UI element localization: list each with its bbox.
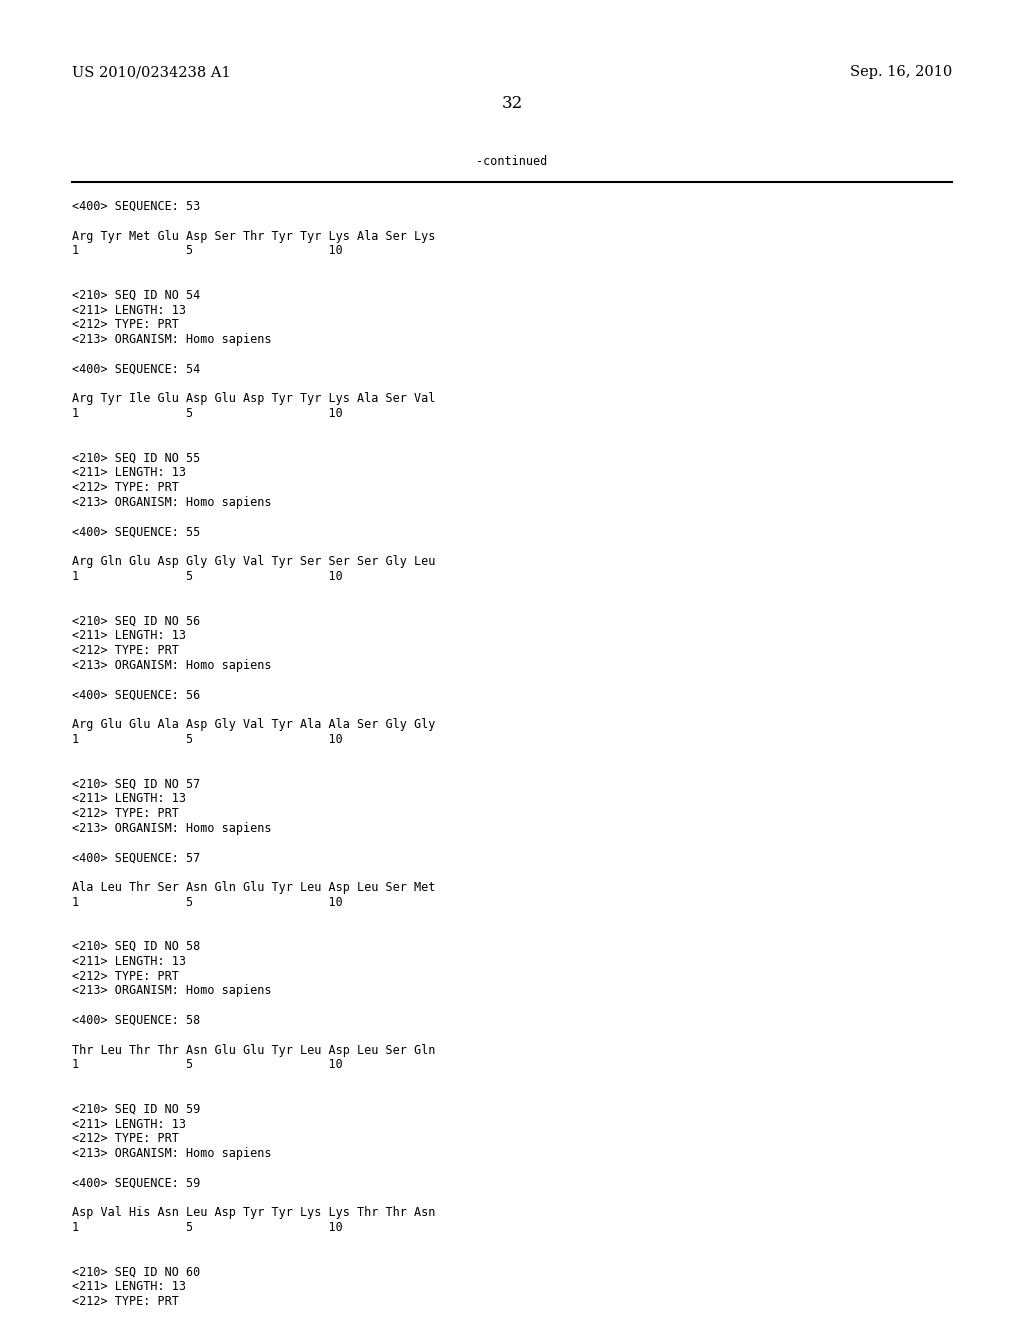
Text: <211> LENGTH: 13: <211> LENGTH: 13: [72, 954, 186, 968]
Text: Sep. 16, 2010: Sep. 16, 2010: [850, 65, 952, 79]
Text: <213> ORGANISM: Homo sapiens: <213> ORGANISM: Homo sapiens: [72, 1147, 271, 1160]
Text: <210> SEQ ID NO 59: <210> SEQ ID NO 59: [72, 1102, 201, 1115]
Text: <210> SEQ ID NO 56: <210> SEQ ID NO 56: [72, 614, 201, 627]
Text: <211> LENGTH: 13: <211> LENGTH: 13: [72, 1280, 186, 1294]
Text: Ala Leu Thr Ser Asn Gln Glu Tyr Leu Asp Leu Ser Met: Ala Leu Thr Ser Asn Gln Glu Tyr Leu Asp …: [72, 880, 435, 894]
Text: <212> TYPE: PRT: <212> TYPE: PRT: [72, 807, 179, 820]
Text: Thr Leu Thr Thr Asn Glu Glu Tyr Leu Asp Leu Ser Gln: Thr Leu Thr Thr Asn Glu Glu Tyr Leu Asp …: [72, 1044, 435, 1056]
Text: Asp Val His Asn Leu Asp Tyr Tyr Lys Lys Thr Thr Asn: Asp Val His Asn Leu Asp Tyr Tyr Lys Lys …: [72, 1206, 435, 1220]
Text: <210> SEQ ID NO 54: <210> SEQ ID NO 54: [72, 289, 201, 302]
Text: <213> ORGANISM: Homo sapiens: <213> ORGANISM: Homo sapiens: [72, 659, 271, 672]
Text: <213> ORGANISM: Homo sapiens: <213> ORGANISM: Homo sapiens: [72, 985, 271, 998]
Text: <212> TYPE: PRT: <212> TYPE: PRT: [72, 644, 179, 657]
Text: 32: 32: [502, 95, 522, 112]
Text: 1               5                   10: 1 5 10: [72, 407, 343, 420]
Text: <210> SEQ ID NO 57: <210> SEQ ID NO 57: [72, 777, 201, 791]
Text: <213> ORGANISM: Homo sapiens: <213> ORGANISM: Homo sapiens: [72, 333, 271, 346]
Text: <400> SEQUENCE: 53: <400> SEQUENCE: 53: [72, 201, 201, 213]
Text: 1               5                   10: 1 5 10: [72, 733, 343, 746]
Text: <400> SEQUENCE: 57: <400> SEQUENCE: 57: [72, 851, 201, 865]
Text: -continued: -continued: [476, 154, 548, 168]
Text: <212> TYPE: PRT: <212> TYPE: PRT: [72, 482, 179, 494]
Text: 1               5                   10: 1 5 10: [72, 244, 343, 257]
Text: <212> TYPE: PRT: <212> TYPE: PRT: [72, 318, 179, 331]
Text: <400> SEQUENCE: 55: <400> SEQUENCE: 55: [72, 525, 201, 539]
Text: <400> SEQUENCE: 58: <400> SEQUENCE: 58: [72, 1014, 201, 1027]
Text: <212> TYPE: PRT: <212> TYPE: PRT: [72, 1295, 179, 1308]
Text: Arg Glu Glu Ala Asp Gly Val Tyr Ala Ala Ser Gly Gly: Arg Glu Glu Ala Asp Gly Val Tyr Ala Ala …: [72, 718, 435, 731]
Text: 1               5                   10: 1 5 10: [72, 895, 343, 908]
Text: <400> SEQUENCE: 56: <400> SEQUENCE: 56: [72, 689, 201, 701]
Text: <211> LENGTH: 13: <211> LENGTH: 13: [72, 630, 186, 643]
Text: <212> TYPE: PRT: <212> TYPE: PRT: [72, 1133, 179, 1146]
Text: <400> SEQUENCE: 54: <400> SEQUENCE: 54: [72, 363, 201, 376]
Text: Arg Tyr Met Glu Asp Ser Thr Tyr Tyr Lys Ala Ser Lys: Arg Tyr Met Glu Asp Ser Thr Tyr Tyr Lys …: [72, 230, 435, 243]
Text: <211> LENGTH: 13: <211> LENGTH: 13: [72, 792, 186, 805]
Text: <213> ORGANISM: Homo sapiens: <213> ORGANISM: Homo sapiens: [72, 821, 271, 834]
Text: <213> ORGANISM: Homo sapiens: <213> ORGANISM: Homo sapiens: [72, 496, 271, 510]
Text: Arg Tyr Ile Glu Asp Glu Asp Tyr Tyr Lys Ala Ser Val: Arg Tyr Ile Glu Asp Glu Asp Tyr Tyr Lys …: [72, 392, 435, 405]
Text: <210> SEQ ID NO 55: <210> SEQ ID NO 55: [72, 451, 201, 465]
Text: Arg Gln Glu Asp Gly Gly Val Tyr Ser Ser Ser Gly Leu: Arg Gln Glu Asp Gly Gly Val Tyr Ser Ser …: [72, 556, 435, 568]
Text: 1               5                   10: 1 5 10: [72, 1059, 343, 1072]
Text: <211> LENGTH: 13: <211> LENGTH: 13: [72, 1118, 186, 1131]
Text: <211> LENGTH: 13: <211> LENGTH: 13: [72, 304, 186, 317]
Text: <400> SEQUENCE: 59: <400> SEQUENCE: 59: [72, 1177, 201, 1189]
Text: 1               5                   10: 1 5 10: [72, 570, 343, 583]
Text: <211> LENGTH: 13: <211> LENGTH: 13: [72, 466, 186, 479]
Text: <210> SEQ ID NO 60: <210> SEQ ID NO 60: [72, 1266, 201, 1279]
Text: <212> TYPE: PRT: <212> TYPE: PRT: [72, 970, 179, 982]
Text: <210> SEQ ID NO 58: <210> SEQ ID NO 58: [72, 940, 201, 953]
Text: 1               5                   10: 1 5 10: [72, 1221, 343, 1234]
Text: US 2010/0234238 A1: US 2010/0234238 A1: [72, 65, 230, 79]
